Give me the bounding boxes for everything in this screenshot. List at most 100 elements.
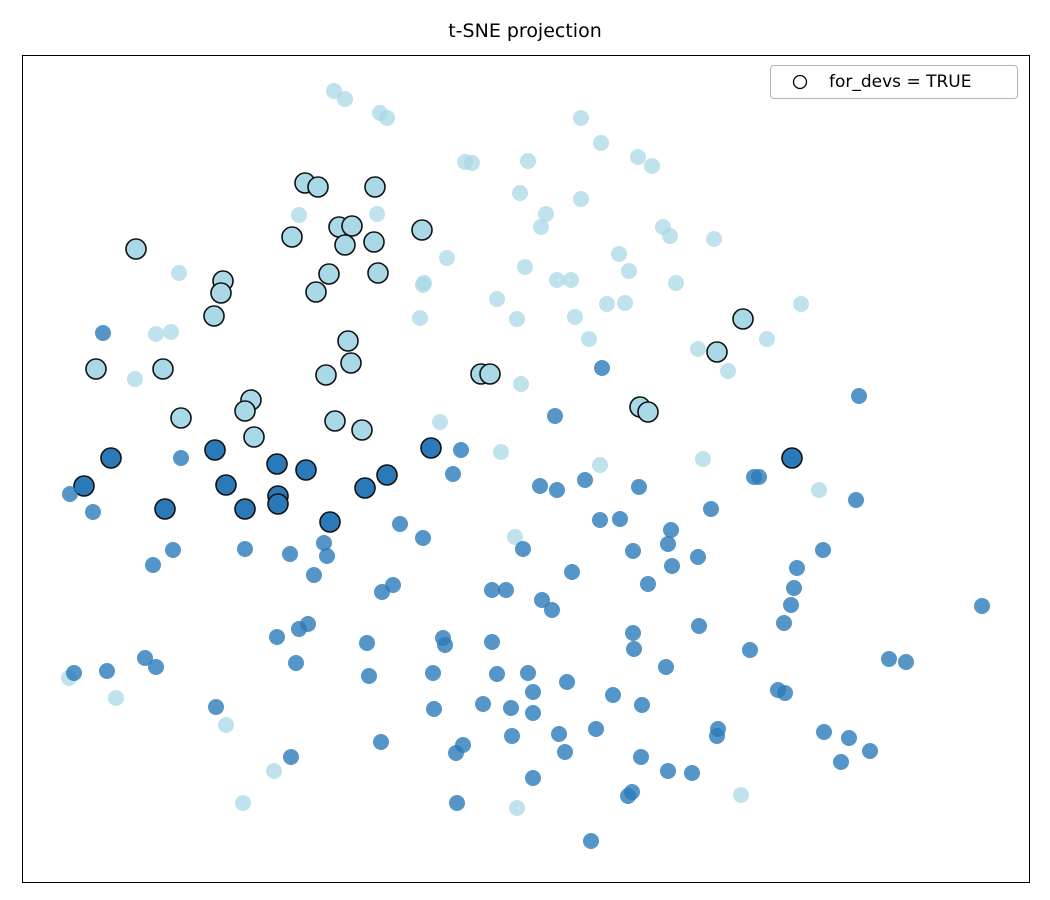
scatter-point (525, 705, 541, 721)
scatter-point (624, 784, 640, 800)
scatter-point (300, 616, 316, 632)
scatter-point (215, 474, 237, 496)
scatter-point (612, 511, 628, 527)
scatter-point (777, 685, 793, 701)
scatter-point (732, 308, 754, 330)
scatter-point (690, 341, 706, 357)
scatter-point (281, 226, 303, 248)
scatter-point (318, 263, 340, 285)
scatter-point (660, 536, 676, 552)
scatter-point (145, 557, 161, 573)
scatter-point (448, 745, 464, 761)
scatter-point (432, 414, 448, 430)
scatter-point (373, 734, 389, 750)
scatter-point (684, 765, 700, 781)
scatter-point (171, 265, 187, 281)
scatter-point (626, 641, 642, 657)
scatter-point (862, 743, 878, 759)
scatter-point (706, 341, 728, 363)
scatter-point (503, 700, 519, 716)
scatter-point (532, 478, 548, 494)
scatter-point (668, 275, 684, 291)
scatter-point (816, 724, 832, 740)
scatter-point (594, 360, 610, 376)
scatter-point (644, 158, 660, 174)
scatter-point (170, 407, 192, 429)
scatter-point (720, 363, 736, 379)
scatter-point (152, 358, 174, 380)
scatter-point (165, 542, 181, 558)
scatter-point (517, 259, 533, 275)
scatter-point (288, 655, 304, 671)
scatter-point (243, 426, 265, 448)
scatter-point (425, 665, 441, 681)
scatter-point (148, 326, 164, 342)
scatter-point (634, 697, 650, 713)
scatter-point (354, 477, 376, 499)
scatter-point (267, 493, 289, 515)
scatter-point (776, 615, 792, 631)
scatter-point (237, 541, 253, 557)
chart-title: t-SNE projection (448, 20, 602, 42)
scatter-point (547, 408, 563, 424)
scatter-point (621, 263, 637, 279)
scatter-point (509, 800, 525, 816)
scatter-point (464, 155, 480, 171)
scatter-point (786, 580, 802, 596)
scatter-point (163, 324, 179, 340)
scatter-point (520, 153, 536, 169)
scatter-point (364, 176, 386, 198)
scatter-point (479, 363, 501, 385)
scatter-point (573, 191, 589, 207)
scatter-point (85, 504, 101, 520)
scatter-point (841, 730, 857, 746)
scatter-point (660, 763, 676, 779)
scatter-point (234, 400, 256, 422)
scatter-point (811, 482, 827, 498)
scatter-point (208, 699, 224, 715)
scatter-point (538, 206, 554, 222)
scatter-point (369, 206, 385, 222)
scatter-point (815, 542, 831, 558)
scatter-point (617, 295, 633, 311)
scatter-point (559, 674, 575, 690)
scatter-point (210, 282, 232, 304)
scatter-point (95, 325, 111, 341)
scatter-point (633, 749, 649, 765)
scatter-point (307, 176, 329, 198)
scatter-point (351, 419, 373, 441)
scatter-point (100, 447, 122, 469)
scatter-point (445, 466, 461, 482)
scatter-point (557, 744, 573, 760)
scatter-point (605, 687, 621, 703)
scatter-point (663, 522, 679, 538)
scatter-point (630, 149, 646, 165)
scatter-point (592, 512, 608, 528)
scatter-point (341, 215, 363, 237)
scatter-point (691, 618, 707, 634)
scatter-point (588, 721, 604, 737)
scatter-point (493, 444, 509, 460)
scatter-point (295, 459, 317, 481)
legend-label: for_devs = TRUE (829, 72, 972, 92)
scatter-point (108, 690, 124, 706)
scatter-point (592, 457, 608, 473)
scatter-point (759, 331, 775, 347)
scatter-point (269, 629, 285, 645)
scatter-point (484, 634, 500, 650)
scatter-point (525, 770, 541, 786)
scatter-point (73, 475, 95, 497)
scatter-point (173, 450, 189, 466)
scatter-point (266, 763, 282, 779)
scatter-point (367, 262, 389, 284)
scatter-point (475, 696, 491, 712)
scatter-point (881, 651, 897, 667)
scatter-point (789, 560, 805, 576)
scatter-point (549, 482, 565, 498)
scatter-point (283, 749, 299, 765)
scatter-point (326, 83, 342, 99)
scatter-point (66, 665, 82, 681)
scatter-point (507, 529, 523, 545)
scatter-point (583, 833, 599, 849)
scatter-point (282, 546, 298, 562)
